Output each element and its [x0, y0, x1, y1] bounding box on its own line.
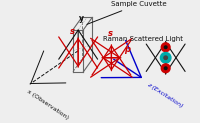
- Text: s: s: [108, 30, 113, 38]
- Text: Sample Cuvette: Sample Cuvette: [87, 1, 167, 24]
- Circle shape: [164, 67, 167, 70]
- Text: s: s: [70, 27, 75, 36]
- Text: z (Excitation): z (Excitation): [146, 82, 184, 109]
- Circle shape: [164, 56, 167, 60]
- Circle shape: [161, 64, 170, 73]
- Circle shape: [164, 46, 167, 49]
- Circle shape: [161, 43, 170, 52]
- Text: y: y: [79, 14, 84, 23]
- Text: Raman Scattered Light: Raman Scattered Light: [103, 36, 183, 42]
- Text: x (Observation): x (Observation): [26, 89, 69, 121]
- Circle shape: [160, 53, 171, 63]
- Text: p: p: [124, 45, 130, 54]
